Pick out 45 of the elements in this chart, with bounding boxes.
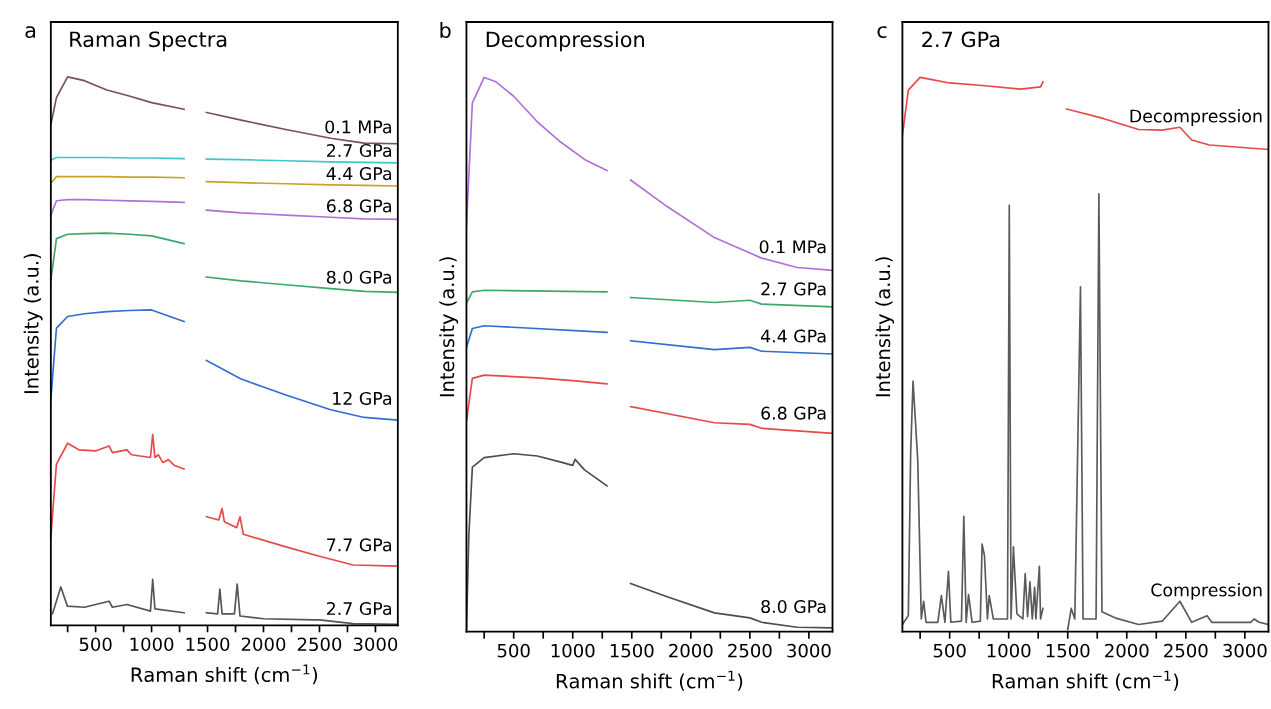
x-tick-label: 3000: [353, 637, 398, 652]
x-tick-label: 2000: [1105, 643, 1149, 658]
chart-title: Decompression: [486, 31, 644, 52]
series-label: 12 GPa: [333, 391, 392, 406]
series-label: 2.7 GPa: [326, 601, 392, 616]
x-tick-label: 1000: [130, 637, 174, 652]
x-axis-title: Raman shift (cm$^{−1}$): [992, 670, 1179, 691]
x-tick-label: 500: [497, 643, 530, 658]
series-label: 8.0 GPa: [761, 599, 826, 614]
x-axis-title: Raman shift (cm$^{−1}$): [556, 670, 743, 691]
series-label: 2.7 GPa: [761, 282, 826, 296]
x-tick-label: 1500: [186, 637, 230, 652]
y-axis-title: Intensity (a.u.): [439, 257, 459, 397]
y-axis-title: Intensity (a.u.): [23, 254, 43, 394]
text: b: [440, 21, 451, 39]
x-axis-title: Raman shift (cm$^{−1}$): [131, 664, 318, 685]
x-tick-label: 1500: [610, 643, 654, 658]
series-label: 4.4 GPa: [760, 329, 826, 343]
x-tick-label: 1000: [987, 643, 1031, 658]
series-label: 0.1 MPa: [759, 240, 826, 254]
series-label: 7.7 GPa: [327, 538, 392, 552]
x-tick-label: 3000: [787, 643, 831, 658]
series-label: 6.8 GPa: [761, 406, 826, 420]
series-label: 0.1 MPa: [325, 120, 392, 134]
x-tick-label: 500: [933, 643, 966, 658]
x-tick-label: 1500: [1046, 643, 1090, 658]
series-label: 2.7 GPa: [326, 143, 392, 158]
series-label: Decompression: [1130, 109, 1262, 126]
x-tick-label: 500: [79, 637, 112, 652]
series-label: Compression: [1151, 583, 1262, 600]
x-tick-label: 3000: [1223, 643, 1267, 658]
text: c: [877, 26, 887, 39]
x-tick-label: 2000: [669, 643, 713, 658]
series-label: 4.4 GPa: [326, 167, 392, 181]
chart-title: Raman Spectra: [70, 31, 227, 52]
x-tick-label: 2000: [241, 637, 286, 652]
x-tick-label: 2500: [728, 643, 772, 658]
series-label: 8.0 GPa: [326, 270, 392, 284]
x-tick-label: 2500: [1164, 643, 1208, 658]
y-axis-title: Intensity (a.u.): [875, 257, 895, 397]
x-tick-label: 2500: [297, 637, 342, 652]
chart-title: 2.7 GPa: [922, 31, 1000, 48]
x-tick-label: 1000: [551, 643, 595, 658]
text: a: [25, 26, 36, 39]
series-label: 6.8 GPa: [326, 199, 392, 213]
